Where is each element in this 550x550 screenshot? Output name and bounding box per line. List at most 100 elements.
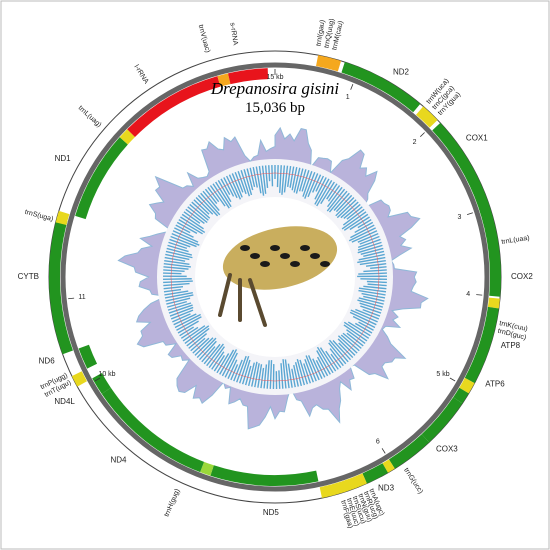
skew-bar [171,232,200,246]
insect-spot [250,253,260,259]
subtitle: 15,036 bp [245,100,305,116]
gene-arc [459,377,475,394]
skew-bar [283,165,289,193]
skew-bar [224,352,238,378]
skew-bar [203,343,221,365]
skew-bar [299,359,309,385]
skew-bar [163,266,189,270]
skew-bar [358,289,386,296]
skew-bar [357,238,381,249]
skew-bar [163,272,182,275]
skew-bar [166,297,191,305]
skew-bar [246,168,254,191]
gene-label: COX2 [511,272,533,281]
skew-bar [352,315,376,329]
skew-bar [201,346,216,363]
gene-label: trnI(gau) [315,19,326,46]
skew-bar [312,358,323,379]
gene-arc [78,344,98,369]
scale-tick [449,377,456,382]
skew-bar [305,355,317,382]
skew-bar [284,359,290,389]
skew-bar [241,359,251,385]
skew-bar [328,339,349,363]
skew-bar [166,300,187,308]
skew-bar [254,363,260,388]
skew-bar [357,299,384,308]
skew-bar [164,256,186,262]
gene-label: ND5 [263,508,280,517]
scale-tick [420,132,425,137]
gene-arc [316,55,342,72]
skew-bar [179,326,195,337]
skew-bar [183,211,201,224]
gene-label: ND6 [39,357,56,366]
gene-label: ND3 [378,483,395,492]
skew-bar [212,183,230,209]
skew-bar [337,335,358,354]
skew-bar [312,174,322,193]
skew-bar [328,190,348,213]
skew-bar [184,325,210,345]
gene-label: ND4L [54,397,75,406]
skew-bar [163,278,192,281]
skew-bar [359,302,383,311]
gene-arc [487,297,500,309]
skew-bar [291,166,298,191]
skew-bar [223,177,235,197]
skew-bar [350,309,378,323]
skew-bar [333,192,350,211]
skew-bar [271,165,274,187]
scale-label: 11 [78,294,85,301]
scale-tick [350,83,354,90]
gene-arc [227,68,269,85]
skew-bar [358,287,387,293]
scale-tick [381,448,386,454]
skew-bar [193,199,210,215]
skew-bar [346,329,366,345]
skew-bar [327,185,341,202]
backbone [60,62,490,492]
insect-body [222,226,338,290]
gene-arc [319,473,367,499]
skew-bar [266,360,270,389]
skew-bar [219,349,235,375]
insect-leg [218,273,232,317]
insect-spot [270,245,280,251]
skew-bar [187,206,208,224]
skew-bar [168,304,193,314]
skew-bar [221,349,238,377]
skew-bar [358,253,385,261]
insect-spot [320,261,330,267]
skew-bar [346,332,364,347]
skew-bar [304,172,316,199]
skew-bar [168,241,188,250]
insect-leg [248,278,267,327]
skew-bar [233,359,243,382]
skew-bar [287,363,293,388]
skew-bar [342,332,362,349]
skew-bar [316,350,331,375]
skew-bar [191,201,211,219]
skew-bar [336,199,357,219]
skew-bar [307,355,320,381]
gene-label: ATP8 [501,341,521,350]
skew-bar [350,224,375,239]
gene-label: CYTB [18,272,39,281]
insect-spot [290,261,300,267]
ref-line [170,172,380,382]
skew-bar [213,355,226,372]
scale-label: 1 [346,94,350,101]
scale-label: 4 [466,291,470,298]
skew-bar [167,302,192,311]
skew-bar [281,165,286,195]
skew-bar [174,227,194,238]
skew-bar [202,190,220,211]
skew-bar [363,269,387,273]
skew-bar [361,292,386,299]
skew-bar [357,232,379,243]
skew-bar [307,173,319,198]
skew-bar [329,348,344,367]
skew-bar [194,337,214,356]
gene-arc [49,218,73,355]
